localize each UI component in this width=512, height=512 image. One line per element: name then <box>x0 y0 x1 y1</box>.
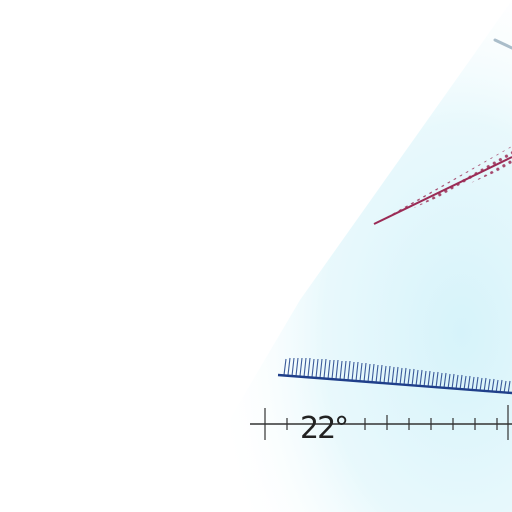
glow-region <box>175 0 512 512</box>
corner-line <box>493 38 512 50</box>
lower-ray-line <box>277 373 512 395</box>
angle-label: 22° <box>300 411 347 446</box>
upper-ray-dots <box>378 146 512 222</box>
axis-ticks <box>264 405 509 440</box>
upper-ray-line <box>373 156 512 225</box>
lower-ray-hatching <box>283 357 511 395</box>
